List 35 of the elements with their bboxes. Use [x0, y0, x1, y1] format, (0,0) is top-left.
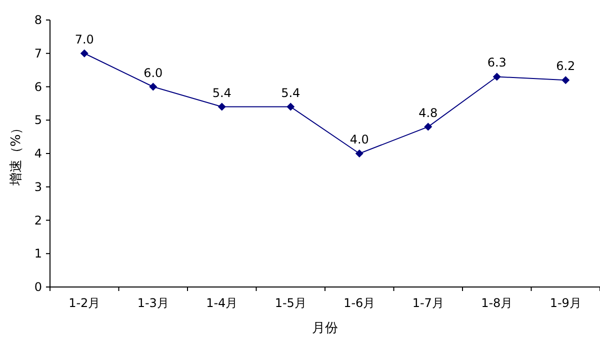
point: [149, 82, 158, 91]
x-tick-label: 1-4月: [206, 296, 238, 310]
y-tick-label: 5: [34, 113, 42, 128]
data-label: 4.0: [350, 132, 369, 146]
x-tick-label: 1-3月: [137, 296, 169, 310]
data-label: 6.0: [144, 66, 163, 80]
y-tick-label: 7: [34, 46, 42, 60]
x-axis-title: 月份: [312, 321, 338, 336]
x-tick-label: 1-9月: [550, 296, 582, 310]
y-tick-label: 2: [34, 213, 42, 228]
data-label: 5.4: [281, 86, 300, 100]
data-label: 5.4: [212, 86, 232, 100]
data-label: 7.0: [74, 32, 94, 46]
data-label: 4.8: [418, 106, 438, 120]
x-tick-label: 1-7月: [412, 296, 444, 310]
x-tick-label: 1-5月: [274, 296, 306, 310]
point: [492, 72, 501, 81]
y-axis-title: 增速（%）: [9, 121, 24, 187]
y-tick-label: 0: [34, 280, 42, 294]
x-tick-label: 1-6月: [344, 296, 376, 310]
point: [286, 102, 295, 111]
y-tick-label: 1: [34, 246, 42, 261]
data-label: 6.2: [556, 59, 576, 74]
point: [562, 76, 570, 84]
y-tick-label: 3: [34, 180, 42, 194]
x-tick-label: 1-8月: [481, 296, 513, 310]
data-label: 6.3: [487, 56, 506, 70]
point: [355, 150, 364, 158]
x-tick-label: 1-2月: [68, 296, 100, 310]
point: [424, 122, 432, 131]
y-tick-label: 8: [34, 13, 42, 27]
y-tick-label: 6: [34, 80, 42, 94]
point: [80, 49, 88, 58]
y-tick-label: 4: [34, 146, 42, 160]
point: [218, 102, 226, 111]
